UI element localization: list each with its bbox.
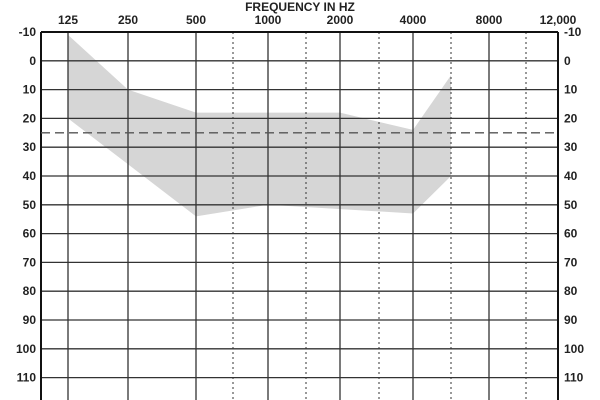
y-tick-label-left: 0: [29, 54, 36, 68]
y-tick-label-right: 0: [564, 54, 571, 68]
y-tick-label-left: 40: [23, 169, 37, 183]
y-tick-label-left: 80: [23, 284, 37, 298]
y-tick-label-left: 10: [23, 83, 37, 97]
x-tick-label: 4000: [400, 13, 427, 27]
y-tick-label-right: 80: [564, 284, 578, 298]
x-tick-label: 2000: [327, 13, 354, 27]
y-tick-label-right: 50: [564, 198, 578, 212]
y-tick-label-left: 50: [23, 198, 37, 212]
y-tick-label-right: 70: [564, 255, 578, 269]
y-tick-label-right: 90: [564, 313, 578, 327]
y-tick-label-right: 40: [564, 169, 578, 183]
y-tick-label-right: 100: [564, 342, 584, 356]
y-tick-label-left: 30: [23, 140, 37, 154]
y-tick-label-left: 20: [23, 111, 37, 125]
x-tick-label: 125: [58, 13, 78, 27]
typical-range-region: [68, 34, 451, 217]
y-tick-label-left: 60: [23, 227, 37, 241]
x-tick-label: 1000: [255, 13, 282, 27]
x-tick-label: 12,000: [540, 13, 577, 27]
y-tick-label-left: 110: [17, 371, 37, 385]
x-tick-label: 250: [118, 13, 138, 27]
y-tick-label-right: 110: [564, 371, 584, 385]
y-tick-label-right: 20: [564, 111, 578, 125]
y-tick-label-right: 60: [564, 227, 578, 241]
y-tick-label-left: -10: [19, 25, 37, 39]
chart-title: FREQUENCY IN HZ: [245, 0, 355, 14]
y-tick-label-right: 30: [564, 140, 578, 154]
x-tick-label: 500: [186, 13, 206, 27]
y-tick-label-left: 100: [16, 342, 36, 356]
y-tick-label-right: 10: [564, 83, 578, 97]
x-tick-label: 8000: [476, 13, 503, 27]
y-tick-label-right: -10: [564, 25, 582, 39]
y-tick-label-left: 90: [23, 313, 37, 327]
y-tick-label-left: 70: [23, 255, 37, 269]
